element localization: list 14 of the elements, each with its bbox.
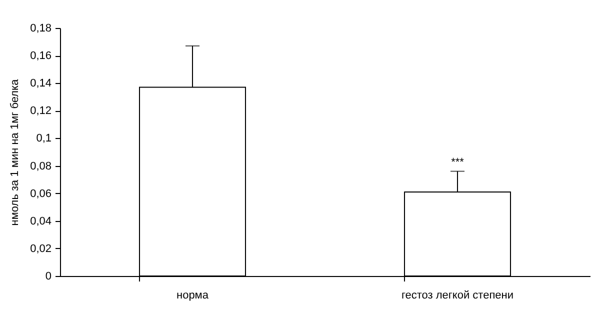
y-tick-label: 0,14 — [30, 78, 52, 90]
x-tick-label: гестоз легкой степени — [401, 290, 514, 302]
y-tick-label: 0,1 — [36, 132, 52, 145]
y-tick-label: 0 — [45, 270, 52, 282]
y-tick-label: 0,18 — [30, 22, 52, 34]
y-tick-label: 0,16 — [30, 50, 52, 62]
y-tick-label: 0,04 — [30, 215, 52, 228]
x-tick-label: норма — [176, 290, 210, 302]
y-tick-label: 0,02 — [30, 242, 52, 255]
y-tick-label: 0,06 — [30, 188, 52, 200]
y-tick-label: 0,08 — [30, 160, 52, 172]
y-axis-title: нмоль за 1 мин на 1мг белка — [9, 78, 22, 226]
annotation: *** — [451, 156, 465, 168]
y-tick-label: 0,12 — [30, 105, 52, 118]
